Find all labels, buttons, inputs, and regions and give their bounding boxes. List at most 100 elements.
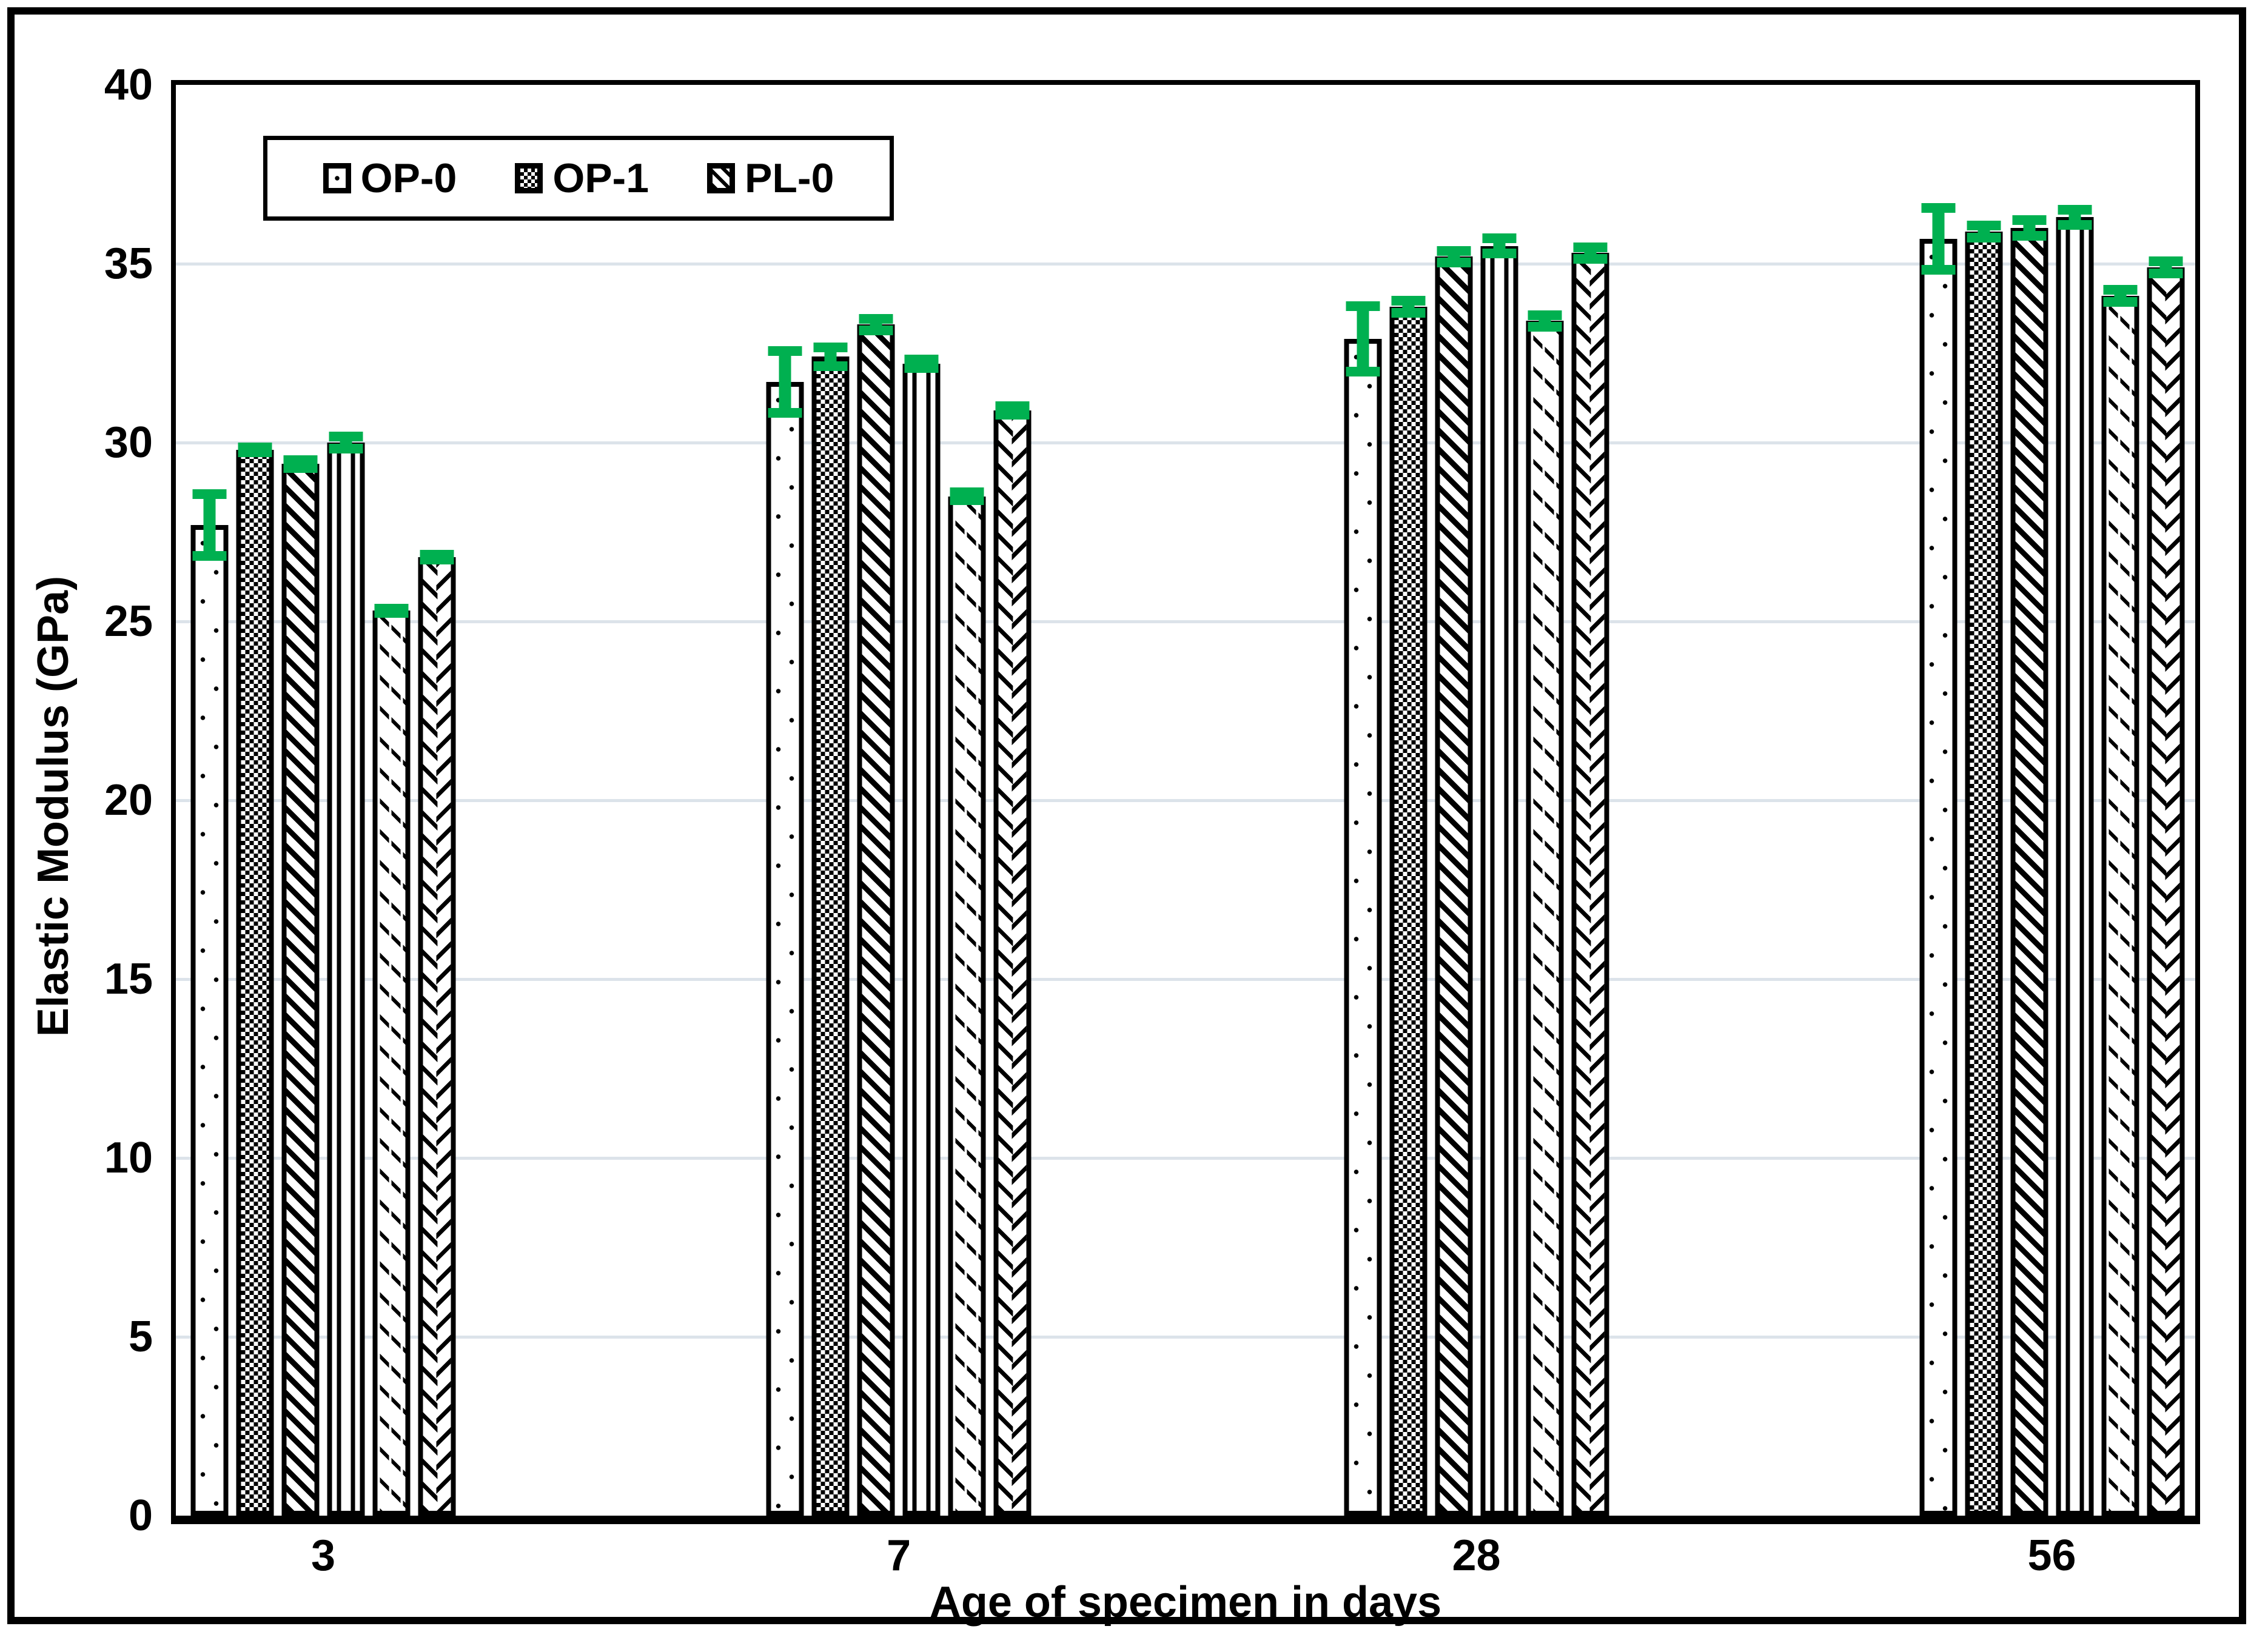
error-bar	[1391, 296, 1426, 318]
error-bar	[904, 355, 939, 373]
y-tick-label: 25	[104, 597, 153, 646]
bar	[857, 324, 895, 1516]
error-bar	[995, 401, 1030, 420]
y-tick-label: 35	[104, 239, 153, 288]
bar	[2010, 228, 2048, 1516]
legend-label: OP-0	[360, 155, 457, 201]
x-tick-label: 56	[2027, 1531, 2076, 1580]
bar-cell	[2056, 85, 2094, 1516]
bar	[418, 557, 456, 1516]
bar-group	[766, 85, 1032, 1516]
bar-cell	[2101, 85, 2139, 1516]
bar-group	[190, 85, 456, 1516]
gridline	[176, 978, 2195, 981]
bar	[2147, 267, 2185, 1516]
bar-cell	[1389, 85, 1428, 1516]
legend-item: OP-1	[515, 155, 649, 202]
error-bar	[859, 313, 893, 336]
gridline	[176, 1157, 2195, 1160]
legend-label: PL-0	[745, 155, 834, 201]
bar	[2056, 217, 2094, 1516]
error-bar	[1437, 246, 1471, 268]
bar	[1526, 321, 1564, 1516]
y-tick-label: 20	[104, 776, 153, 825]
bar-cell	[2010, 85, 2048, 1516]
error-bar	[1482, 233, 1517, 259]
error-bar	[1967, 221, 2001, 243]
error-bar	[2012, 215, 2047, 241]
error-bar	[1573, 242, 1608, 264]
y-tick-label: 15	[104, 955, 153, 1003]
bar-cell	[1435, 85, 1473, 1516]
bar-cell	[327, 85, 365, 1516]
bar-cell	[811, 85, 850, 1516]
legend-swatch-dots	[323, 163, 351, 193]
error-bar	[1921, 202, 1956, 275]
x-tick-label: 7	[887, 1531, 911, 1580]
y-tick-label: 40	[104, 61, 153, 109]
bar-cell	[902, 85, 941, 1516]
error-bar	[283, 455, 318, 473]
bar-cell	[766, 85, 804, 1516]
error-bar	[768, 346, 802, 418]
gridline	[176, 263, 2195, 266]
bar	[1965, 231, 2003, 1516]
bar-cell	[1965, 85, 2003, 1516]
error-bar	[1346, 301, 1380, 376]
x-tick-label: 28	[1452, 1531, 1501, 1580]
bar-cell	[1571, 85, 1609, 1516]
bar	[948, 496, 986, 1516]
gridline	[176, 799, 2195, 802]
legend-item: OP-0	[323, 155, 457, 202]
plot-area	[171, 80, 2200, 1524]
bar	[190, 524, 229, 1516]
bar	[902, 364, 941, 1516]
x-axis-title: Age of specimen in days	[929, 1578, 1442, 1627]
bar-cell	[948, 85, 986, 1516]
gridline	[176, 1336, 2195, 1339]
bar-cell	[236, 85, 274, 1516]
bar	[766, 381, 804, 1516]
bar	[1480, 246, 1518, 1516]
bar-cell	[1480, 85, 1518, 1516]
legend-item: PL-0	[707, 155, 834, 202]
error-bar	[2058, 204, 2092, 230]
error-bar	[950, 487, 984, 506]
error-bar	[238, 443, 272, 457]
bar	[236, 449, 274, 1516]
error-bar	[420, 550, 454, 564]
bar	[1389, 306, 1428, 1516]
bar	[327, 443, 365, 1516]
bar-cell	[281, 85, 320, 1516]
error-bar	[813, 342, 848, 372]
bar-cell	[2147, 85, 2185, 1516]
bar	[372, 611, 411, 1516]
y-tick-label: 0	[128, 1491, 153, 1540]
error-bar	[329, 432, 363, 454]
y-tick-label: 5	[128, 1313, 153, 1361]
legend-swatch-diag-heavy	[707, 163, 736, 193]
error-bar	[2103, 285, 2138, 307]
bar	[993, 410, 1032, 1516]
bar-cell	[418, 85, 456, 1516]
legend-swatch-checker	[515, 163, 543, 193]
bar-group	[1919, 85, 2185, 1516]
y-tick-label: 30	[104, 418, 153, 467]
error-bar	[192, 489, 227, 561]
legend-label: OP-1	[552, 155, 649, 201]
bar	[1435, 256, 1473, 1516]
gridline	[176, 620, 2195, 623]
bar	[1344, 338, 1382, 1516]
bar	[2101, 296, 2139, 1516]
bar	[1571, 253, 1609, 1516]
bar-cell	[1526, 85, 1564, 1516]
error-bar	[1528, 310, 1562, 332]
gridline	[176, 441, 2195, 444]
bar-cell	[993, 85, 1032, 1516]
bar-group	[1344, 85, 1609, 1516]
x-tick-label: 3	[311, 1531, 336, 1580]
bar-cell	[1344, 85, 1382, 1516]
y-tick-label: 10	[104, 1134, 153, 1182]
bar-cell	[1919, 85, 1958, 1516]
bar	[281, 464, 320, 1516]
